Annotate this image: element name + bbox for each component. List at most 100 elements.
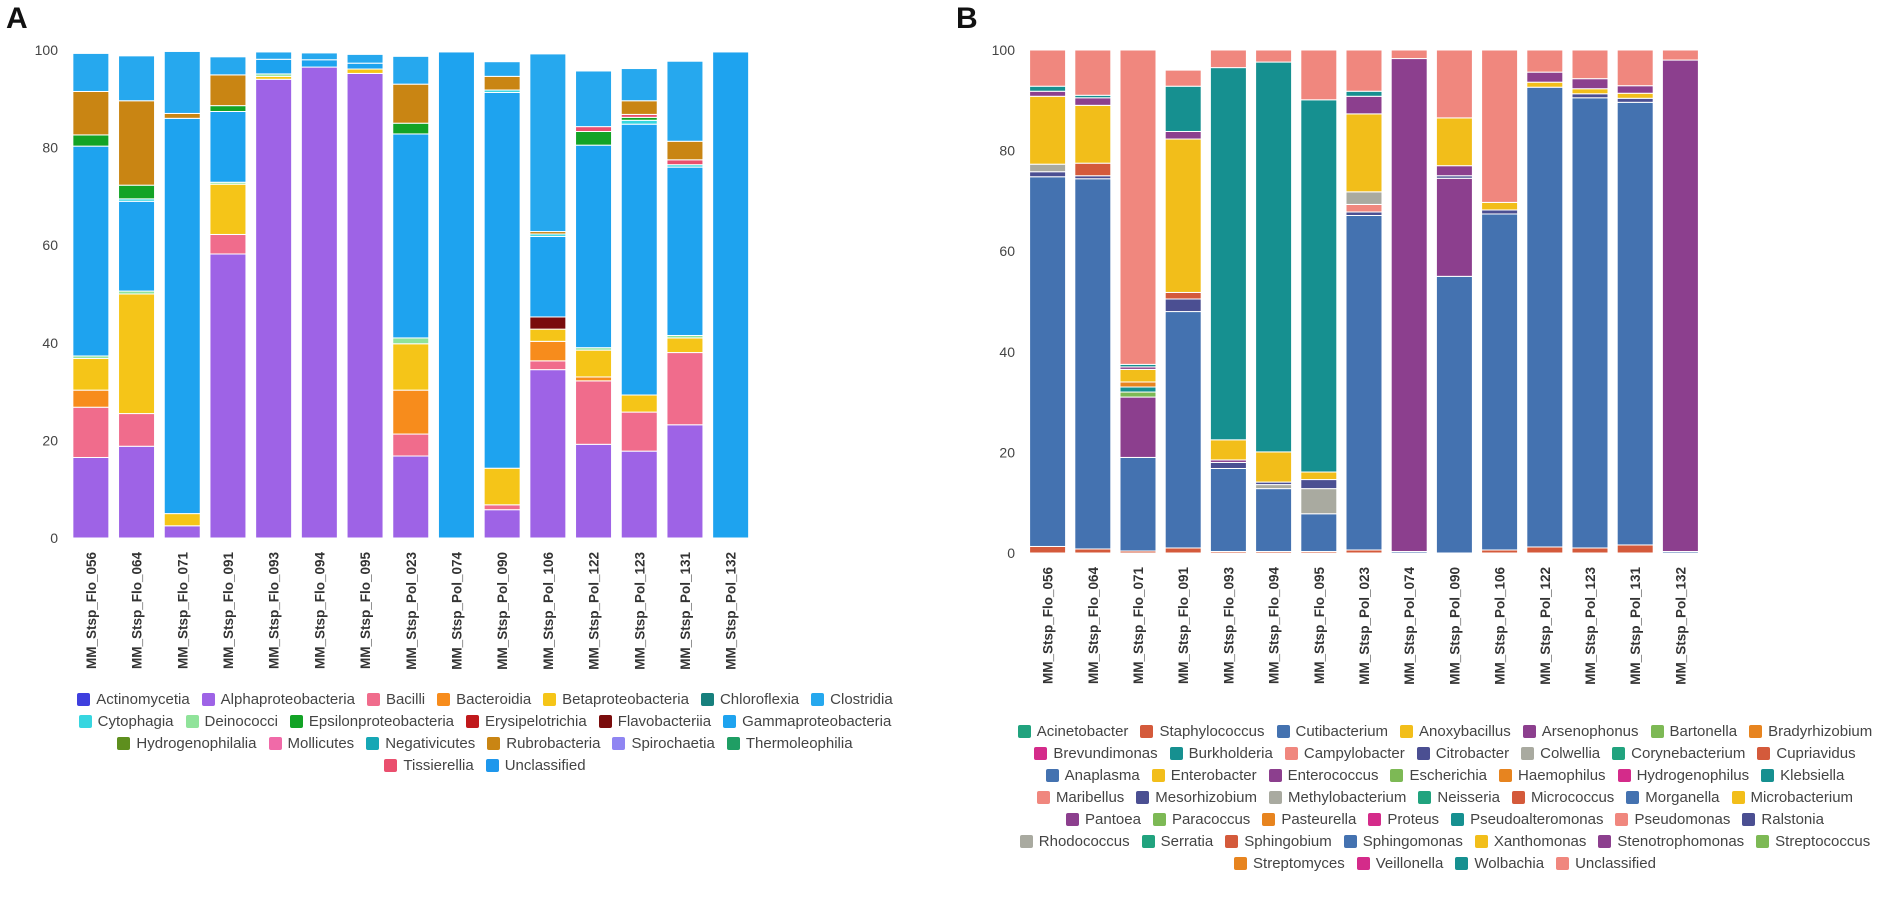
legend-label: Haemophilus [1518,767,1606,784]
legend-label: Streptococcus [1775,833,1871,850]
legend-swatch [384,759,398,772]
y-tick-label: 100 [35,42,59,58]
bar-segment-maribellus [1029,49,1067,87]
legend-item-sphingomonas: Sphingomonas [1343,832,1463,851]
legend-item-sphingobium: Sphingobium [1225,832,1332,851]
legend-swatch [598,715,612,728]
legend-swatch [1368,813,1382,826]
legend-item-actinomycetia: Actinomycetia [77,690,190,709]
bar-segment-staphylococcus [1255,550,1293,554]
legend-swatch [1511,791,1525,804]
bar-segment-deinococci [255,73,293,77]
bar-segment-gammaproteobacteria [163,117,201,515]
legend-label: Cupriavidus [1776,745,1856,762]
bar-segment-colwellia [1255,484,1293,490]
bar-segment-clostridia [483,61,521,77]
legend-item-acinetobacter: Acinetobacter [1017,722,1129,741]
bar-segment-rubrobacteria [483,75,521,91]
bar-segment-epsilonproteobacteria [209,105,247,112]
legend-swatch [487,737,501,750]
bar-segment-gammaproteobacteria [72,145,110,357]
bar-segment-maribellus [1481,49,1519,203]
bar-segment-gammaproteobacteria [300,59,338,68]
bar-segment-cutibacterium [1481,213,1519,551]
legend-label: Brevundimonas [1053,745,1158,762]
bar-segment-deinococci [575,347,613,351]
bar-segment-cutibacterium [1390,550,1428,554]
bar-segment-cutibacterium [1526,86,1564,548]
bar-segment-wolbachia [1209,67,1247,441]
bar-segment-clostridia [575,70,613,128]
legend-item-paracoccus: Paracoccus [1152,810,1250,829]
bar-segment-betaproteobacteria [392,343,430,391]
bar-segment-betaproteobacteria [163,513,201,527]
bar-segment-citrobacter [1481,209,1519,215]
legend-swatch [1556,857,1570,870]
legend-swatch [1757,747,1771,760]
legend-swatch [1731,791,1745,804]
bar-segment-enterococcus [1616,85,1654,94]
bar-segment-cutibacterium [1345,214,1383,551]
legend-item-mesorhizobium: Mesorhizobium [1136,788,1257,807]
panel-label-a: A [6,2,28,35]
y-tick-label: 40 [999,344,1015,360]
legend-item-enterococcus: Enterococcus [1268,766,1378,785]
bar-segment-bartonella [1119,391,1157,398]
legend-label: Betaproteobacteria [562,691,689,708]
bar-segment-clostridia [620,68,658,102]
legend-item-chloroflexia: Chloroflexia [700,690,799,709]
bar-segment-anoxybacillus [1300,471,1338,481]
bar-segment-clostridia [209,56,247,76]
legend-label: Acinetobacter [1036,723,1129,740]
bar-segment-wolbachia [1300,99,1338,473]
bar-segment-betaproteobacteria [118,293,156,415]
x-tick-label: MM_Stsp_Pol_023 [1357,567,1372,685]
bar-segment-flavobacteriia [529,316,567,330]
y-tick-label: 40 [42,335,58,351]
bar-segment-betaproteobacteria [620,394,658,413]
bar-segment-staphylococcus [1526,546,1564,554]
legend-swatch [366,693,380,706]
bar-segment-maribellus [1661,49,1699,61]
x-tick-label: MM_Stsp_Pol_122 [1538,567,1553,685]
bar-segment-alphaproteobacteria [666,424,704,539]
legend-swatch [466,715,479,728]
bar-segment-rubrobacteria [209,74,247,107]
legend-swatch [1262,813,1276,826]
bar-segment-cytophagia [666,164,704,168]
legend-label: Hydrogenophilus [1636,767,1750,784]
bar-segment-citrobacter [1435,175,1473,179]
legend-label: Proteus [1387,811,1440,828]
bar-segment-rhodococcus [1345,191,1383,205]
bar-segment-cutibacterium [1209,467,1247,552]
legend-swatch [726,737,740,750]
legend-swatch [1234,857,1248,870]
bar-segment-maribellus [1571,49,1609,80]
legend-item-streptomyces: Streptomyces [1234,854,1345,873]
bar-segment-bacilli [483,504,521,511]
legend-item-cutibacterium: Cutibacterium [1276,722,1388,741]
legend-item-spirochaetia: Spirochaetia [612,734,715,753]
x-tick-label: MM_Stsp_Flo_093 [267,552,282,670]
legend-label: Deinococci [204,713,278,730]
bar-segment-clostridia [529,53,567,233]
bar-segment-deinococci [392,337,430,345]
legend-item-hydrogenophilus: Hydrogenophilus [1617,766,1750,785]
bar-segment-rubrobacteria [392,83,430,124]
bar-segment-cutibacterium [1119,456,1157,552]
legend-item-proteus: Proteus [1368,810,1439,829]
x-tick-label: MM_Stsp_Pol_074 [449,552,464,670]
legend-item-erysipelotrichia: Erysipelotrichia [466,712,587,731]
y-tick-label: 0 [50,530,58,546]
legend-label: Morganella [1645,789,1720,806]
legend-swatch [1742,813,1756,826]
bar-segment-maribellus [1616,49,1654,87]
bar-segment-staphylococcus [1481,549,1519,554]
x-tick-label: MM_Stsp_Flo_091 [221,552,236,670]
y-tick-label: 60 [42,237,58,253]
bar-segment-clostridia [300,52,338,61]
legend-label: Bacteroidia [456,691,532,708]
bar-segment-bacteroidia [72,389,110,408]
legend-swatch [289,715,303,728]
legend-label: Campylobacter [1303,745,1405,762]
